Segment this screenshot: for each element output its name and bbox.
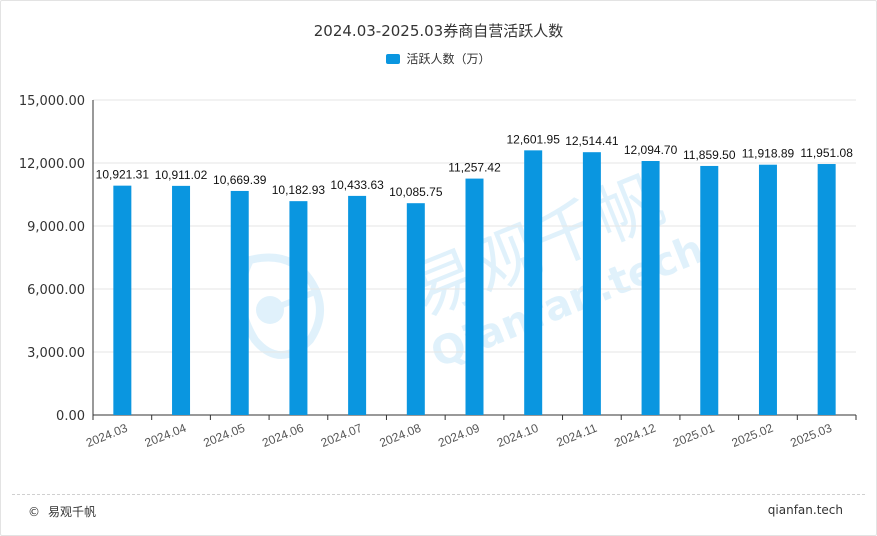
value-label: 10,085.75 <box>389 185 443 199</box>
legend-label: 活跃人数（万） <box>406 52 491 66</box>
y-axis: 0.00 3,000.00 6,000.00 9,000.00 12,000.00 15,… <box>19 94 85 424</box>
x-tick-label: 2024.07 <box>319 421 365 450</box>
legend[interactable]: 活跃人数（万） <box>0 50 877 67</box>
value-label: 12,601.95 <box>506 132 560 146</box>
value-label: 11,859.50 <box>683 148 736 162</box>
footer-brand-name: 易观千帆 <box>48 505 97 519</box>
x-tick-label: 2024.10 <box>495 421 541 450</box>
x-tick-label: 2024.06 <box>260 421 306 450</box>
watermark-logo-dot-icon <box>256 296 284 324</box>
y-tick-label: 15,000.00 <box>19 94 85 109</box>
bar-2024.12[interactable] <box>641 161 660 415</box>
chart-title: 2024.03-2025.03券商自营活跃人数 <box>313 22 564 40</box>
x-tick-label: 2025.01 <box>671 421 717 450</box>
value-label: 11,918.89 <box>742 147 795 161</box>
bar-2024.11[interactable] <box>582 152 601 415</box>
y-tick-label: 3,000.00 <box>27 346 85 361</box>
legend-swatch <box>386 53 401 64</box>
bar-2024.10[interactable] <box>524 150 543 415</box>
footer-divider <box>12 494 865 495</box>
x-tick-label: 2025.03 <box>788 421 834 450</box>
x-axis: 2024.03 2024.04 2024.05 2024.06 2024.07 2024.… <box>84 415 857 450</box>
bar-2025.02[interactable] <box>758 164 777 415</box>
bar-2024.03[interactable] <box>113 185 132 415</box>
x-tick-label: 2024.05 <box>201 421 247 450</box>
copyright-icon: © <box>28 504 40 519</box>
value-label: 11,257.42 <box>448 161 501 175</box>
x-tick-label: 2024.03 <box>84 421 130 450</box>
y-tick-label: 9,000.00 <box>27 220 85 235</box>
value-label: 12,094.70 <box>624 143 678 157</box>
bar-2024.09[interactable] <box>465 178 484 415</box>
value-label: 10,433.63 <box>330 178 384 192</box>
x-tick-label: 2024.11 <box>554 421 599 450</box>
bar-2025.03[interactable] <box>817 164 836 415</box>
x-tick-label: 2024.08 <box>377 421 423 450</box>
value-label: 11,951.08 <box>800 146 853 160</box>
y-tick-label: 12,000.00 <box>19 157 85 172</box>
value-label: 12,514.41 <box>565 134 619 148</box>
x-tick-label: 2024.04 <box>143 421 189 450</box>
value-label: 10,921.31 <box>96 168 150 182</box>
y-tick-label: 6,000.00 <box>27 283 85 298</box>
bar-2024.08[interactable] <box>406 203 425 415</box>
bar-2024.06[interactable] <box>289 201 308 415</box>
x-tick-label: 2024.12 <box>612 421 658 450</box>
y-tick-label: 0.00 <box>56 409 85 424</box>
footer-site[interactable]: qianfan.tech <box>767 503 843 517</box>
bar-2024.04[interactable] <box>172 185 191 415</box>
bar-2024.07[interactable] <box>348 195 367 415</box>
value-label: 10,911.02 <box>155 168 208 182</box>
value-labels: 10,921.31 10,911.02 10,669.39 10,182.93 10,4… <box>96 132 854 199</box>
bars <box>113 150 836 415</box>
x-tick-label: 2025.02 <box>730 421 776 450</box>
bar-2025.01[interactable] <box>700 165 719 415</box>
bar-2024.05[interactable] <box>230 190 249 415</box>
footer-brand: © 易观千帆 <box>28 503 96 520</box>
x-tick-label: 2024.09 <box>436 421 482 450</box>
value-label: 10,182.93 <box>272 183 326 197</box>
value-label: 10,669.39 <box>213 173 267 187</box>
